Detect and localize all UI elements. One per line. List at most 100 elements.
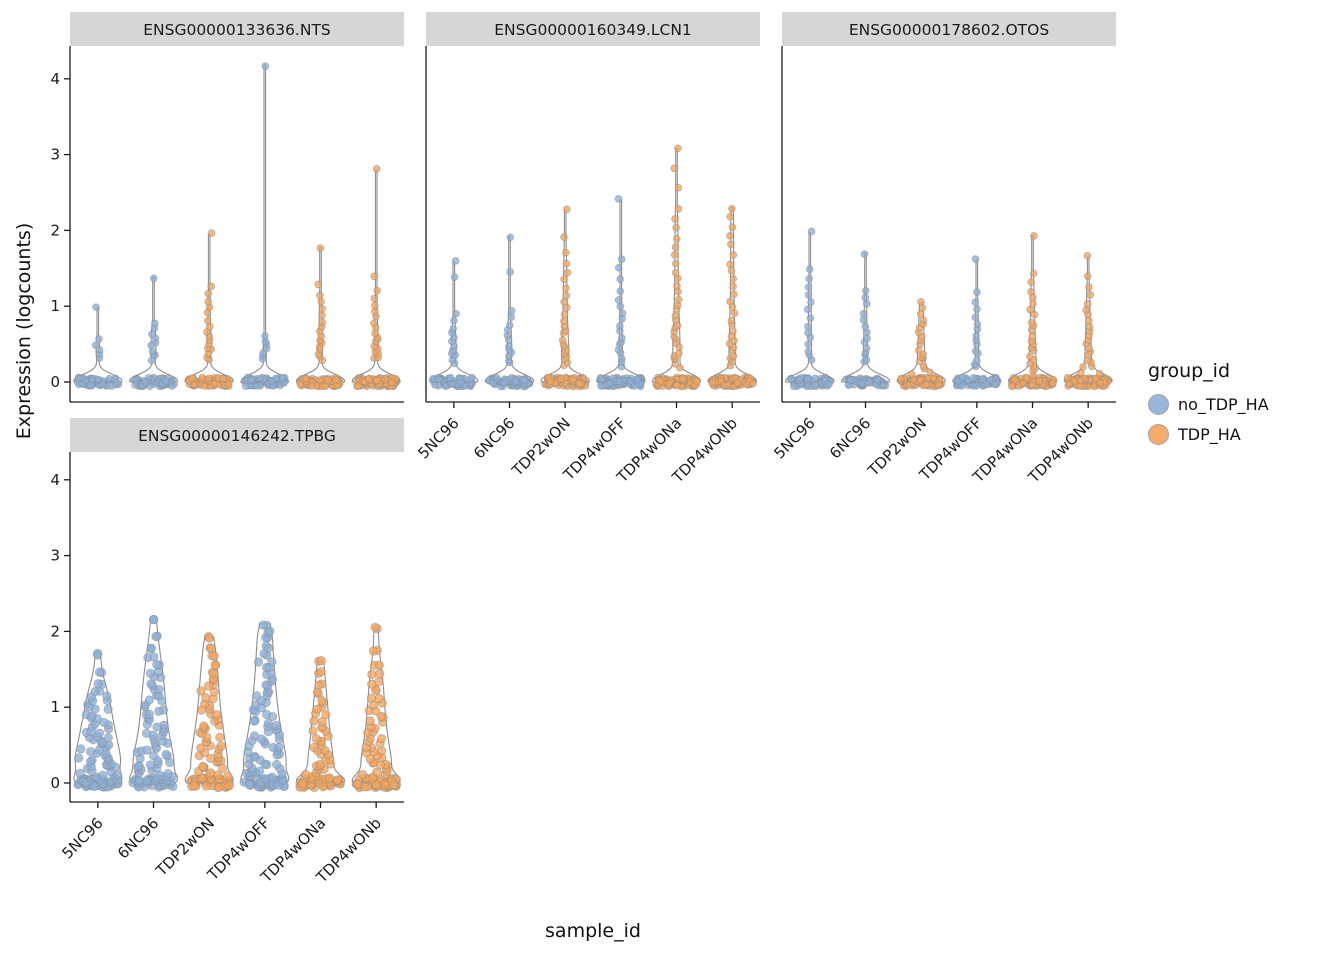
data-point (366, 693, 377, 703)
data-point (161, 749, 171, 760)
data-point (1008, 382, 1016, 391)
data-point (726, 260, 734, 269)
data-point (163, 768, 173, 779)
data-point (618, 334, 626, 342)
data-point (253, 657, 264, 667)
data-point (1026, 305, 1034, 314)
x-tick-label: 5NC96 (770, 414, 818, 462)
data-point (674, 183, 683, 192)
data-point (569, 375, 577, 384)
data-point (726, 231, 734, 240)
data-point (223, 771, 233, 781)
data-point (879, 381, 888, 390)
data-point (91, 341, 100, 350)
data-point (616, 302, 625, 311)
data-point (916, 376, 925, 384)
data-point (271, 759, 282, 770)
data-point (929, 374, 938, 382)
data-point (874, 376, 882, 384)
data-point (261, 62, 270, 71)
data-point (99, 380, 107, 389)
data-point (674, 144, 682, 153)
data-point (145, 668, 156, 679)
data-point (452, 309, 460, 318)
data-point (520, 376, 529, 385)
data-point (562, 291, 571, 300)
data-point (142, 745, 152, 755)
data-point (216, 741, 226, 751)
legend-swatch-tdp-ha (1148, 424, 1169, 445)
legend-item: TDP_HA (1148, 424, 1269, 445)
data-point (102, 691, 112, 701)
data-point (859, 379, 867, 388)
data-point (141, 378, 149, 386)
data-point (804, 283, 813, 291)
data-point (247, 376, 255, 384)
data-point (972, 356, 981, 365)
data-point (206, 643, 216, 653)
data-point (149, 274, 158, 283)
data-point (847, 376, 855, 384)
data-point (1076, 376, 1085, 385)
data-point (971, 313, 980, 322)
data-point (321, 382, 329, 391)
data-point (1028, 332, 1037, 341)
data-point (94, 667, 105, 677)
data-point (204, 633, 215, 643)
data-point (1085, 283, 1093, 292)
data-point (562, 284, 570, 293)
y-tick-label: 0 (50, 774, 60, 792)
data-point (302, 375, 310, 383)
y-tick-label: 1 (50, 698, 60, 716)
data-point (727, 316, 736, 325)
data-point (457, 378, 465, 387)
data-point (103, 704, 113, 714)
data-point (196, 743, 206, 753)
data-point (1027, 278, 1035, 287)
data-point (805, 265, 814, 274)
data-point (560, 275, 568, 284)
data-point (708, 378, 717, 387)
data-point (805, 274, 813, 283)
data-point (250, 752, 260, 762)
data-point (1085, 316, 1093, 325)
data-point (861, 322, 870, 331)
data-point (161, 377, 170, 385)
data-point (198, 761, 208, 772)
data-point (98, 770, 108, 780)
data-point (558, 336, 567, 345)
y-tick-label: 3 (50, 146, 60, 164)
y-tick-label: 4 (50, 471, 60, 489)
data-point (224, 781, 234, 791)
data-point (861, 286, 870, 295)
data-point (92, 650, 103, 660)
data-point (146, 643, 156, 653)
data-point (308, 726, 318, 736)
data-point (803, 305, 812, 314)
data-point (314, 680, 324, 690)
data-point (249, 731, 260, 741)
data-point (811, 374, 819, 383)
data-point (678, 374, 687, 383)
data-point (803, 382, 812, 391)
x-axis-title: sample_id (545, 920, 641, 942)
data-point (672, 223, 680, 232)
data-point (201, 781, 211, 791)
data-point (729, 282, 737, 291)
data-point (267, 711, 278, 722)
data-point (726, 212, 735, 221)
data-point (973, 288, 981, 297)
data-point (1083, 300, 1092, 308)
data-point (354, 382, 362, 390)
data-point (321, 710, 331, 720)
data-point (368, 646, 379, 656)
data-point (1065, 379, 1073, 388)
data-point (748, 379, 757, 388)
data-point (267, 772, 277, 782)
data-point (560, 310, 569, 319)
data-point (671, 215, 679, 223)
data-point (614, 296, 623, 304)
data-point (926, 368, 934, 377)
data-point (297, 779, 308, 789)
data-point (204, 297, 213, 306)
